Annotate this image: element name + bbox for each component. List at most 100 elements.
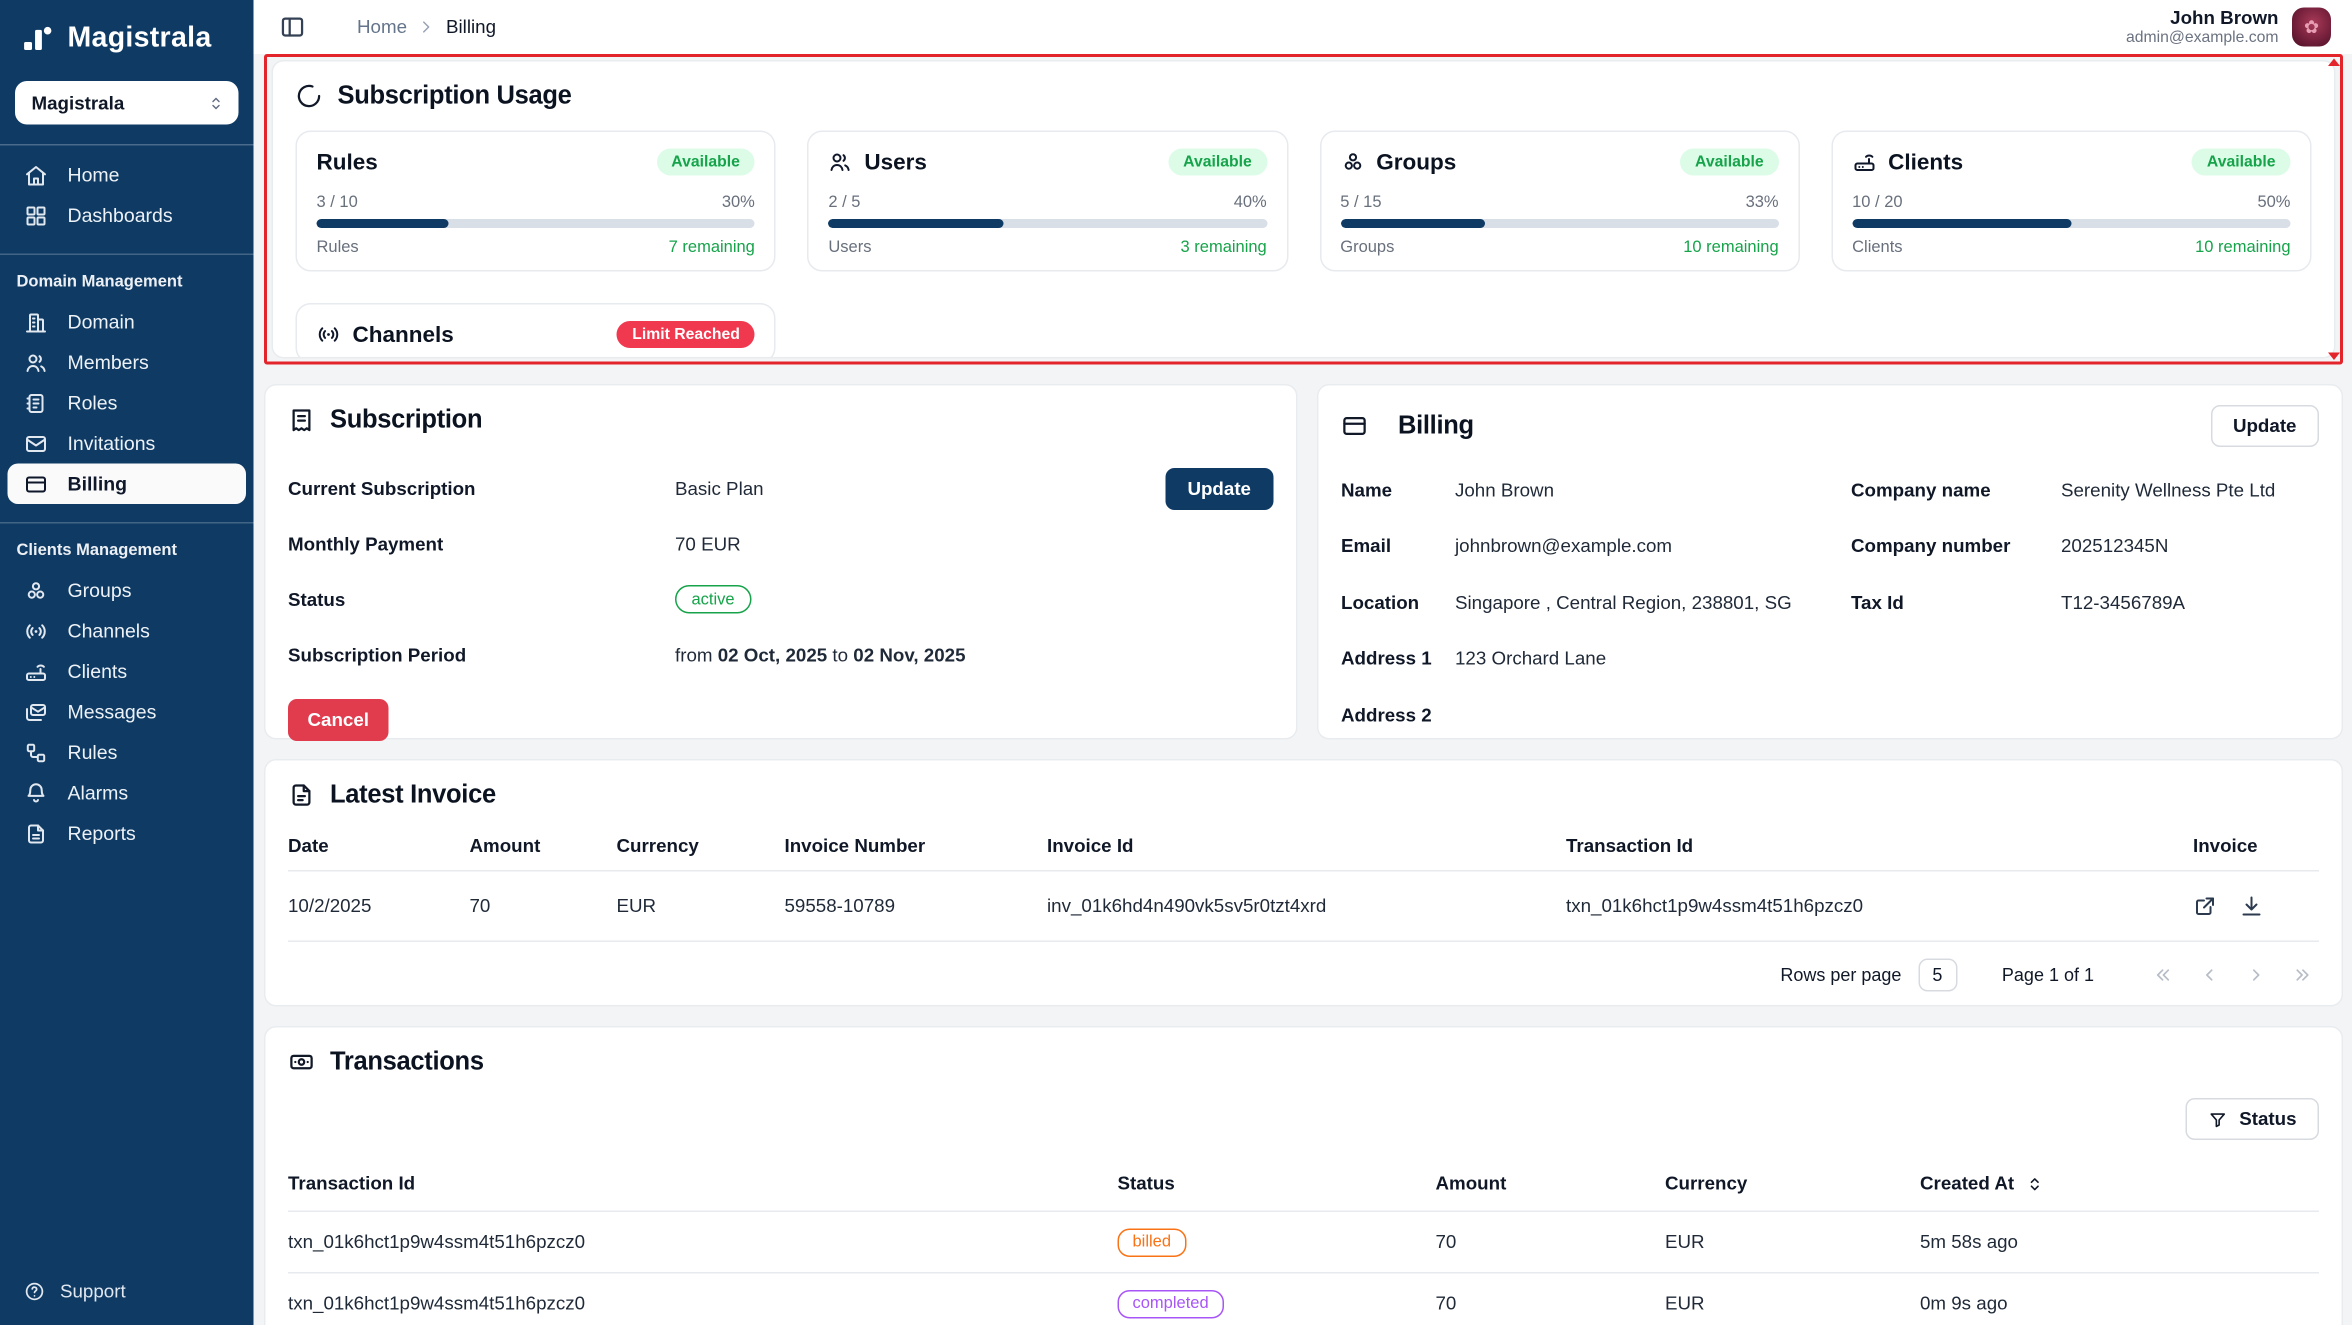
usage-footer-label: Users bbox=[828, 238, 872, 257]
transactions-panel: Transactions Status Transaction Id Statu… bbox=[264, 1026, 2343, 1325]
invoice-amount: 70 bbox=[469, 895, 491, 917]
credit-card-icon bbox=[1341, 413, 1368, 440]
breadcrumb-current: Billing bbox=[446, 16, 497, 38]
sidebar-item-icon bbox=[24, 391, 48, 415]
invoice-pagination: Rows per page 5 Page 1 of 1 bbox=[288, 958, 2319, 992]
sidebar-item-icon bbox=[24, 700, 48, 724]
subscription-billing-row: Subscription Current Subscription Basic … bbox=[264, 384, 2343, 741]
usage-card-title: Channels bbox=[352, 321, 454, 348]
sidebar-item-icon bbox=[24, 350, 48, 374]
invoice-transaction-id: txn_01k6hct1p9w4ssm4t51h6pzcz0 bbox=[1566, 895, 1864, 917]
sidebar-item-label: Billing bbox=[67, 472, 128, 496]
usage-progress-track bbox=[1340, 219, 1779, 228]
previous-page-button[interactable] bbox=[2193, 959, 2226, 992]
sidebar-item-label: Roles bbox=[67, 391, 118, 415]
open-invoice-icon[interactable] bbox=[2193, 894, 2217, 918]
sidebar-item-domain[interactable]: Domain bbox=[8, 302, 247, 343]
status-filter-button[interactable]: Status bbox=[2185, 1098, 2319, 1140]
sidebar-item-channels[interactable]: Channels bbox=[8, 611, 247, 652]
usage-card-channels: Channels Limit Reached bbox=[295, 303, 776, 357]
usage-used: 3 / 10 bbox=[316, 193, 358, 212]
sidebar-item-members[interactable]: Members bbox=[8, 342, 247, 383]
sidebar-item-icon bbox=[24, 578, 48, 602]
workspace-select[interactable]: Magistrala bbox=[15, 81, 239, 125]
usage-progress-fill bbox=[1340, 219, 1485, 228]
banknote-icon bbox=[288, 1049, 315, 1076]
usage-remaining: 7 remaining bbox=[668, 238, 755, 257]
avatar[interactable]: ✿ bbox=[2292, 7, 2331, 47]
chevrons-up-down-icon bbox=[2025, 1174, 2045, 1194]
transaction-currency: EUR bbox=[1665, 1293, 1705, 1314]
usage-used: 2 / 5 bbox=[828, 193, 861, 212]
sidebar-item-reports[interactable]: Reports bbox=[8, 813, 247, 854]
sidebar-item-home[interactable]: Home bbox=[8, 155, 247, 196]
usage-progress-track bbox=[828, 219, 1267, 228]
usage-card: Rules Available 3 / 10 30% bbox=[295, 130, 776, 272]
sidebar-toggle-icon[interactable] bbox=[279, 14, 306, 41]
download-invoice-icon[interactable] bbox=[2240, 894, 2264, 918]
usage-card-icon bbox=[1852, 150, 1876, 174]
billing-field-row: Location Singapore , Central Region, 238… bbox=[1341, 592, 2186, 614]
magistrala-logo-icon bbox=[18, 20, 57, 59]
support-button[interactable]: Support bbox=[0, 1272, 150, 1311]
rows-per-page-label: Rows per page bbox=[1780, 964, 1902, 986]
sidebar-item-groups[interactable]: Groups bbox=[8, 570, 247, 611]
created-at-sort[interactable]: Created At bbox=[1920, 1173, 2319, 1194]
usage-card: Users Available 2 / 5 40% bbox=[807, 130, 1288, 272]
page-content: Subscription Usage Rules Available bbox=[254, 54, 2352, 1325]
first-page-button[interactable] bbox=[2147, 959, 2180, 992]
transaction-id: txn_01k6hct1p9w4ssm4t51h6pzcz0 bbox=[288, 1293, 586, 1314]
usage-card-title: Groups bbox=[1376, 149, 1457, 175]
loader-circle-icon bbox=[296, 83, 323, 110]
usage-footer-label: Groups bbox=[1340, 238, 1395, 257]
sidebar-item-billing[interactable]: Billing bbox=[7, 463, 246, 504]
next-page-button[interactable] bbox=[2240, 959, 2273, 992]
sidebar-item-icon bbox=[24, 472, 48, 496]
latest-invoice-title: Latest Invoice bbox=[330, 780, 496, 809]
usage-progress-track bbox=[316, 219, 755, 228]
transactions-table: Transaction Id Status Amount Currency Cr… bbox=[288, 1160, 2319, 1325]
sidebar-item-clients[interactable]: Clients bbox=[8, 651, 247, 692]
user-menu[interactable]: John Brown admin@example.com ✿ bbox=[2126, 7, 2331, 47]
chevrons-left-icon bbox=[2153, 965, 2174, 986]
subscription-period-row: Subscription Period from 02 Oct, 2025 to… bbox=[288, 644, 966, 666]
last-page-button[interactable] bbox=[2286, 959, 2319, 992]
usage-progress-track bbox=[1852, 219, 2291, 228]
main-area: Home Billing John Brown admin@example.co… bbox=[253, 0, 2352, 1325]
monthly-payment-row: Monthly Payment 70 EUR bbox=[288, 516, 1274, 572]
usage-status-badge: Available bbox=[656, 148, 755, 176]
app-logo: Magistrala bbox=[0, 0, 254, 72]
sidebar-item-alarms[interactable]: Alarms bbox=[8, 773, 247, 814]
transaction-created-at: 0m 9s ago bbox=[1920, 1293, 2008, 1314]
sidebar-item-messages[interactable]: Messages bbox=[8, 692, 247, 733]
sidebar-item-rules[interactable]: Rules bbox=[8, 732, 247, 773]
sidebar-item-roles[interactable]: Roles bbox=[8, 383, 247, 424]
monthly-payment-value: 70 EUR bbox=[675, 533, 741, 555]
sidebar-nav: Home Dashboards Domain Management bbox=[0, 155, 254, 866]
breadcrumb-home[interactable]: Home bbox=[357, 16, 408, 38]
usage-card-title: Rules bbox=[316, 149, 378, 175]
transaction-id: txn_01k6hct1p9w4ssm4t51h6pzcz0 bbox=[288, 1231, 586, 1253]
billing-field-row: Address 1 123 Orchard Lane bbox=[1341, 648, 1607, 670]
usage-used: 10 / 20 bbox=[1852, 193, 1903, 212]
workspace-select-value: Magistrala bbox=[31, 92, 125, 114]
update-billing-button[interactable]: Update bbox=[2210, 405, 2319, 447]
file-icon bbox=[288, 782, 315, 809]
usage-card: Groups Available 5 / 15 33% bbox=[1319, 130, 1800, 272]
invoice-currency: EUR bbox=[616, 895, 657, 917]
usage-percent: 33% bbox=[1745, 193, 1779, 212]
cancel-subscription-button[interactable]: Cancel bbox=[288, 699, 389, 741]
chevrons-right-icon bbox=[2292, 965, 2313, 986]
sidebar-item-icon bbox=[24, 203, 48, 227]
chevron-left-icon bbox=[2199, 965, 2220, 986]
sidebar-item-label: Alarms bbox=[67, 781, 129, 805]
sidebar-item-label: Clients bbox=[67, 660, 128, 683]
sidebar-item-invitations[interactable]: Invitations bbox=[8, 423, 247, 464]
transaction-created-at: 5m 58s ago bbox=[1920, 1231, 2018, 1253]
sidebar-item-icon bbox=[24, 740, 48, 764]
rows-per-page-select[interactable]: 5 bbox=[1917, 958, 1957, 992]
update-subscription-button[interactable]: Update bbox=[1164, 467, 1274, 510]
sidebar-item-dashboards[interactable]: Dashboards bbox=[8, 195, 247, 236]
chevron-up-down-icon bbox=[207, 94, 225, 112]
sidebar-item-icon bbox=[24, 781, 48, 805]
